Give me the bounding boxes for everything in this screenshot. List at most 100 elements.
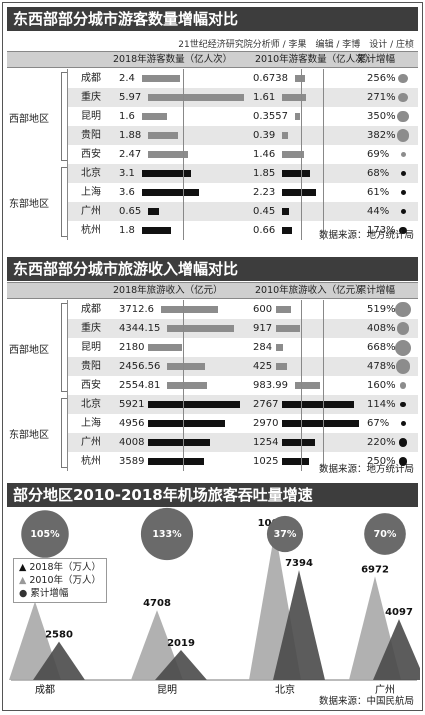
region-brace — [61, 398, 67, 468]
value-2010: 284 — [253, 342, 273, 353]
column-header: 2010年游客数量（亿人次） — [255, 54, 375, 65]
growth-dot — [399, 226, 407, 235]
value-2018: 3589 — [119, 456, 145, 467]
growth-value: 408% — [367, 323, 396, 334]
category-label: 北京 — [275, 683, 295, 695]
growth-circle — [364, 513, 406, 555]
growth-dot — [400, 401, 406, 408]
bar-2010 — [282, 151, 305, 158]
table-row: 北京 5921 2767 114% — [67, 395, 418, 414]
peak-2010 — [155, 650, 207, 680]
table-row: 广州 4008 1254 220% — [67, 433, 418, 452]
table-header: 2018年旅游收入（亿元） 2010年旅游收入（亿元） 累计增幅 — [7, 282, 418, 299]
value-2018: 3712.6 — [119, 304, 154, 315]
region-label: 东部地区 — [9, 430, 49, 441]
value-2018: 4956 — [119, 418, 145, 429]
growth-value: 478% — [367, 361, 396, 372]
bar-2018 — [148, 344, 182, 351]
city-label: 广州 — [81, 437, 101, 448]
airport-traffic-source: 数据来源：中国民航局 — [318, 696, 414, 707]
growth-dot — [400, 421, 406, 426]
bar-2018 — [148, 420, 225, 427]
column-divider — [323, 69, 324, 240]
peak-2018 — [131, 610, 183, 680]
value-2010: 917 — [253, 323, 273, 334]
city-label: 贵阳 — [81, 130, 101, 141]
value-label-2010: 4097 — [385, 607, 413, 618]
city-label: 昆明 — [81, 342, 101, 353]
value-2010: 2.23 — [253, 187, 276, 198]
growth-dot — [400, 171, 406, 176]
airport-legend: ▲ 2018年（万人） ▲ 2010年（万人） ● 累计增幅 — [13, 558, 108, 603]
credit-line: 21世纪经济研究院分析师 / 李果 编辑 / 李博 设计 / 庄桢 — [178, 40, 414, 50]
tourist-count-source: 数据来源：地方统计局 — [318, 230, 414, 241]
column-divider — [301, 69, 302, 240]
value-2010: 983.99 — [253, 380, 288, 391]
city-label: 北京 — [81, 168, 101, 179]
value-2018: 4344.15 — [119, 323, 161, 334]
growth-value: 160% — [367, 380, 396, 391]
growth-circle — [21, 510, 69, 558]
growth-dot — [398, 438, 408, 447]
city-label: 重庆 — [81, 323, 101, 334]
table-row: 成都 2.4 0.6738 256% — [67, 69, 418, 88]
airport-traffic-title: 部分地区2010-2018年机场旅客吞吐量增速 — [7, 483, 418, 507]
city-label: 西安 — [81, 149, 101, 160]
value-2018: 0.65 — [119, 206, 142, 217]
bar-2018 — [148, 151, 188, 158]
growth-label: 105% — [30, 529, 60, 540]
legend-item-2010: ▲ 2010年（万人） — [19, 575, 102, 586]
region-label: 西部地区 — [9, 344, 49, 356]
city-label: 杭州 — [81, 225, 101, 236]
table-row: 重庆 4344.15 917 408% — [67, 319, 418, 338]
value-2018: 4008 — [119, 437, 145, 448]
city-label: 成都 — [81, 304, 101, 315]
value-2010: 1254 — [253, 437, 279, 448]
bar-2018 — [167, 325, 235, 332]
region-brace — [61, 303, 67, 392]
growth-dot — [397, 110, 409, 123]
bar-2010 — [282, 132, 289, 139]
growth-circle — [266, 515, 304, 553]
region-label: 西部地区 — [9, 113, 49, 125]
growth-value: 114% — [367, 399, 396, 410]
city-label: 杭州 — [81, 456, 101, 467]
value-2010: 1.61 — [253, 92, 276, 103]
column-divider — [183, 300, 184, 471]
value-label-2010: 7394 — [285, 558, 313, 569]
column-divider — [183, 69, 184, 240]
growth-dot — [398, 73, 408, 84]
value-2010: 2970 — [253, 418, 279, 429]
growth-dot — [399, 382, 407, 389]
growth-value: 256% — [367, 73, 396, 84]
city-label: 广州 — [81, 206, 101, 217]
table-row: 广州 0.65 0.45 44% — [67, 202, 418, 221]
column-header: 累计增幅 — [357, 285, 396, 296]
value-label-2018: 6972 — [361, 564, 389, 575]
bar-2018 — [141, 227, 171, 234]
legend-item-growth: ● 累计增幅 — [19, 588, 69, 599]
value-2018: 5921 — [119, 399, 145, 410]
table-row: 上海 3.6 2.23 61% — [67, 183, 418, 202]
growth-value: 220% — [367, 437, 396, 448]
growth-value: 173% — [367, 225, 396, 236]
table-row: 北京 3.1 1.85 68% — [67, 164, 418, 183]
growth-dot — [396, 322, 410, 335]
bar-2018 — [148, 208, 159, 215]
table-row: 上海 4956 2970 67% — [67, 414, 418, 433]
growth-value: 382% — [367, 130, 396, 141]
growth-dot — [398, 457, 408, 466]
bar-2018 — [141, 189, 200, 196]
table-row: 贵阳 2456.56 425 478% — [67, 357, 418, 376]
bar-2010 — [282, 227, 293, 234]
bar-2010 — [294, 113, 301, 120]
table-row: 杭州 3589 1025 250% — [67, 452, 418, 471]
value-2010: 2767 — [253, 399, 279, 410]
growth-dot — [400, 190, 406, 195]
bar-2018 — [148, 401, 240, 408]
growth-dot — [400, 152, 406, 157]
value-2010: 0.39 — [253, 130, 276, 141]
growth-label: 37% — [274, 529, 297, 540]
value-2010: 600 — [253, 304, 273, 315]
